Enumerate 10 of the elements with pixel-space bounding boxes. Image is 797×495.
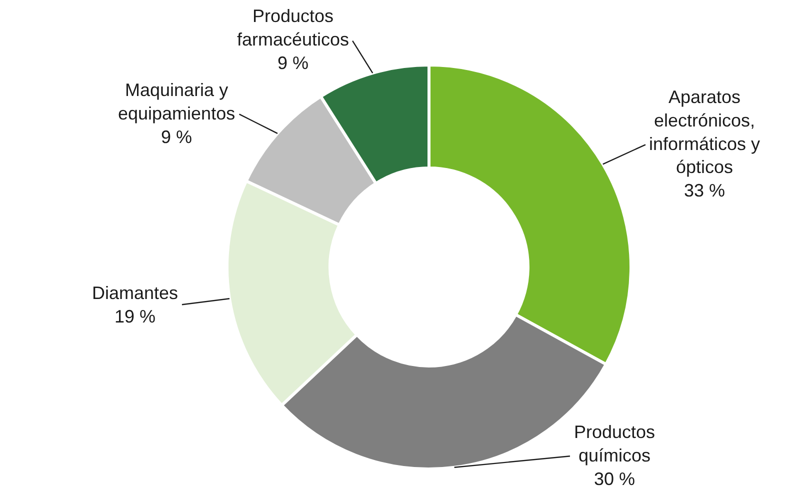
slice-label: Maquinaria y equipamientos (118, 80, 236, 124)
data-label: 30 % (594, 468, 636, 489)
slice-label: Diamantes (92, 283, 178, 303)
data-label: 19 % (114, 306, 156, 326)
data-label: 33 % (684, 180, 726, 201)
data-label: 9 % (278, 52, 309, 73)
data-label: 9 % (161, 126, 192, 147)
slice-label: Productos químicos (574, 422, 656, 466)
slice-label: Aparatos electrónicos, informáticos y ópticos (649, 87, 760, 178)
slice-label: Productos farmacéuticos (237, 6, 350, 50)
